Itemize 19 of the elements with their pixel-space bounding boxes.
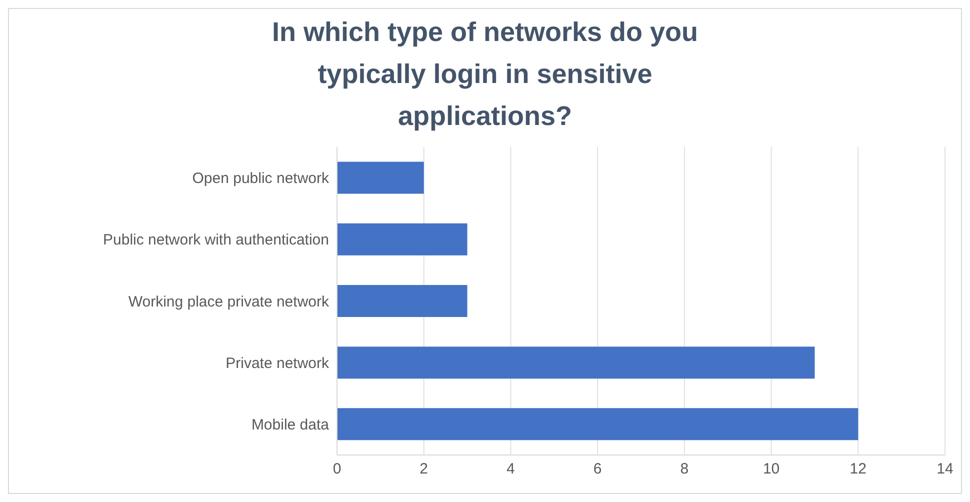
bar [337,408,858,440]
y-tick-label: Open public network [192,170,330,188]
x-tick-label: 2 [420,460,428,478]
x-tick-label: 10 [762,460,780,478]
y-tick-label: Private network [226,354,330,372]
x-tick-label: 4 [506,460,515,478]
x-tick-label: 14 [936,460,954,478]
x-tick-label: 12 [850,460,866,478]
x-tick-label: 0 [332,460,342,478]
x-tick-label: 8 [680,460,689,478]
bar [337,223,468,256]
y-tick-label: Public network with authentication [103,232,329,249]
x-tick-label: 6 [593,460,602,478]
y-tick-label: Working place private network [128,293,330,310]
bar [337,284,468,317]
y-tick-label: Mobile data [251,416,330,434]
chart-title: In which type of networks do you typically login in sensitive applications? [270,16,700,133]
bar [337,346,815,379]
bar [337,162,424,194]
